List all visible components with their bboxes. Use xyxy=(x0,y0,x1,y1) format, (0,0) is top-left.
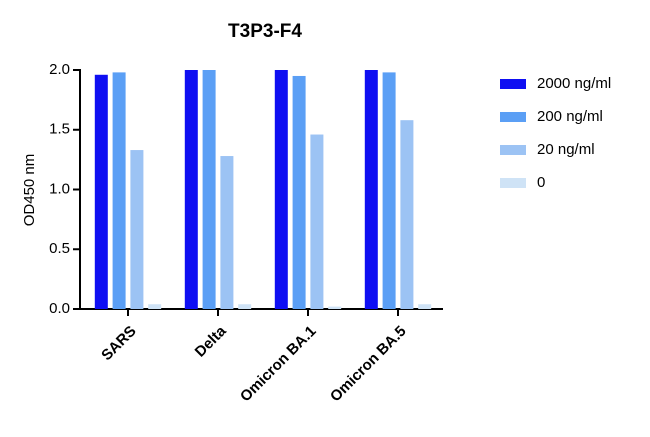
bar xyxy=(310,134,324,309)
bar xyxy=(400,120,414,309)
bar xyxy=(130,150,144,309)
y-tick-label: 0.5 xyxy=(49,240,70,257)
legend-swatch xyxy=(500,79,526,89)
bar xyxy=(274,70,288,309)
y-tick-label: 1.0 xyxy=(49,180,70,197)
bar xyxy=(382,72,396,309)
legend-label: 2000 ng/ml xyxy=(537,75,611,92)
y-tick-label: 0.0 xyxy=(49,300,70,317)
bar xyxy=(112,72,126,309)
x-tick-label: Delta xyxy=(192,322,230,360)
bar xyxy=(292,75,306,309)
bar xyxy=(418,304,432,309)
chart-title: T3P3-F4 xyxy=(228,21,302,42)
y-tick-label: 2.0 xyxy=(49,61,70,78)
x-tick-label: SARS xyxy=(98,323,139,364)
bar xyxy=(238,304,252,309)
bar xyxy=(364,70,378,309)
bar xyxy=(94,74,108,309)
legend-label: 200 ng/ml xyxy=(537,108,603,125)
bar xyxy=(148,304,162,309)
legend-label: 0 xyxy=(537,174,545,191)
legend-swatch xyxy=(500,112,526,122)
bar xyxy=(202,70,216,309)
x-tick-label: Omicron BA.5 xyxy=(327,323,410,406)
bar xyxy=(328,306,342,309)
legend-label: 20 ng/ml xyxy=(537,141,595,158)
x-tick-label: Omicron BA.1 xyxy=(237,323,320,406)
legend-swatch xyxy=(500,178,526,188)
legend-swatch xyxy=(500,145,526,155)
bar xyxy=(184,70,198,309)
y-tick-label: 1.5 xyxy=(49,121,70,138)
bar xyxy=(220,156,234,309)
y-axis-title: OD450 nm xyxy=(21,154,38,227)
